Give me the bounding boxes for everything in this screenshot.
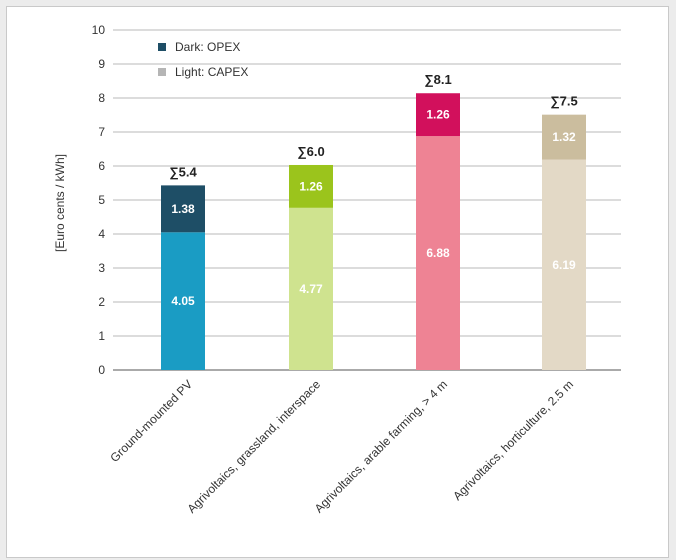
bar-opex-1 [161,185,205,233]
total-label: ∑6.0 [297,144,324,159]
y-tick-label: 5 [98,193,105,207]
capex-value-label: 6.19 [552,258,576,272]
bar-capex-4 [542,159,586,370]
category-label: Agrivoltaics, grassland, interspace [184,377,323,516]
bar-opex-4 [542,114,586,160]
stacked-bar-chart: 0 1 2 3 4 5 6 7 8 9 10 [Euro cents / kWh] Dark: OP… [53,23,621,516]
category-label: Agrivoltaics, horticulture, 2.5 m [450,377,576,503]
bar-capex-2 [289,207,333,370]
legend-swatch [158,43,166,51]
y-tick-label: 3 [98,261,105,275]
opex-value-label: 1.26 [299,179,323,193]
opex-value-label: 1.26 [426,108,450,122]
y-axis-ticks: 0 1 2 3 4 5 6 7 8 9 10 [92,23,106,377]
legend-swatch [158,68,166,76]
capex-value-label: 6.88 [426,246,450,260]
capex-value-label: 4.77 [299,282,323,296]
y-tick-label: 2 [98,295,105,309]
opex-value-label: 1.38 [171,202,195,216]
capex-value-label: 4.05 [171,294,195,308]
y-tick-label: 10 [92,23,106,37]
y-axis-title: [Euro cents / kWh] [53,154,67,252]
y-tick-label: 7 [98,125,105,139]
y-tick-label: 6 [98,159,105,173]
bar-capex-1 [161,232,205,370]
total-label: ∑7.5 [550,94,577,109]
opex-value-label: 1.32 [552,130,576,144]
y-tick-label: 1 [98,329,105,343]
bar-opex-2 [289,164,333,208]
bar-opex-3 [416,93,460,137]
legend-label: Dark: OPEX [175,40,240,54]
category-label: Ground-mounted PV [107,377,195,465]
y-tick-label: 9 [98,57,105,71]
bars: 4.05 1.38 ∑5.4 4.77 1.26 ∑6.0 6.88 1.26 ∑8.1 6.19… [161,72,586,370]
chart-frame: 0 1 2 3 4 5 6 7 8 9 10 [Euro cents / kWh] Dark: OP… [6,6,669,558]
category-label: Agrivoltaics, arable farming, > 4 m [312,377,450,515]
y-tick-label: 4 [98,227,105,241]
legend: Dark: OPEX Light: CAPEX [158,40,248,79]
total-label: ∑8.1 [424,72,451,87]
y-tick-label: 8 [98,91,105,105]
total-label: ∑5.4 [169,164,197,179]
y-tick-label: 0 [98,363,105,377]
bar-capex-3 [416,136,460,370]
legend-label: Light: CAPEX [175,65,248,79]
